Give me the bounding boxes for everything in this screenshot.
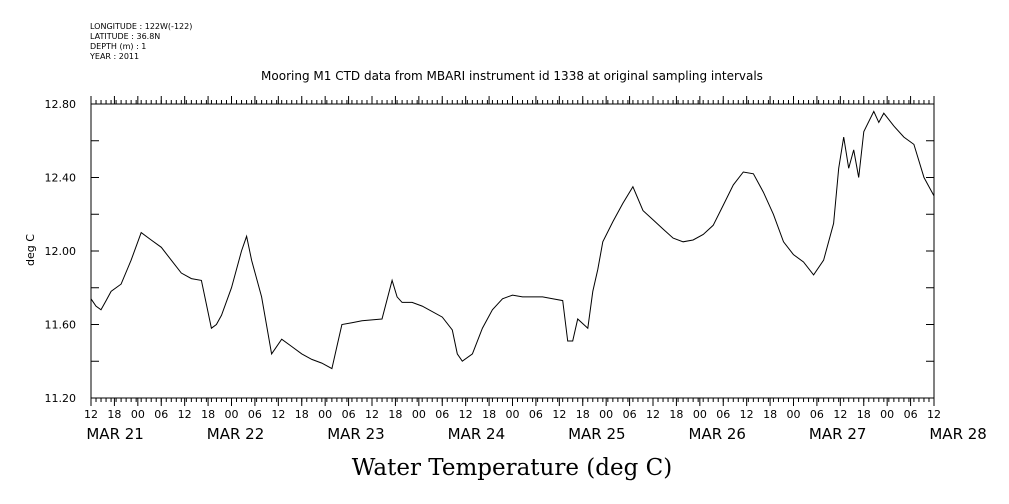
x-day-label: MAR 28 — [929, 425, 986, 443]
x-axis-label: Water Temperature (deg C) — [352, 455, 672, 481]
x-hour-tick-label: 18 — [201, 408, 215, 421]
x-hour-tick-label: 06 — [529, 408, 543, 421]
x-hour-tick-label: 06 — [154, 408, 168, 421]
chart-ticks — [90, 96, 935, 406]
x-hour-tick-label: 12 — [84, 408, 98, 421]
x-hour-tick-label: 06 — [248, 408, 262, 421]
x-hour-tick-label: 06 — [904, 408, 918, 421]
meta-latitude: LATITUDE : 36.8N — [90, 32, 161, 41]
x-hour-tick-label: 12 — [459, 408, 473, 421]
x-hour-tick-label: 12 — [833, 408, 847, 421]
x-hour-tick-label: 18 — [107, 408, 121, 421]
metadata-block: LONGITUDE : 122W(-122) LATITUDE : 36.8N … — [90, 22, 192, 62]
x-day-label: MAR 27 — [809, 425, 866, 443]
x-hour-tick-label: 18 — [669, 408, 683, 421]
meta-depth: DEPTH (m) : 1 — [90, 42, 147, 51]
y-tick-label: 12.40 — [45, 172, 77, 185]
x-hour-tick-label: 00 — [880, 408, 894, 421]
x-hour-tick-label: 06 — [716, 408, 730, 421]
x-hour-tick-label: 12 — [365, 408, 379, 421]
x-hour-tick-label: 12 — [178, 408, 192, 421]
y-tick-label: 11.60 — [45, 319, 77, 332]
x-hour-tick-label: 12 — [271, 408, 285, 421]
x-day-label: MAR 24 — [448, 425, 505, 443]
x-hour-tick-label: 12 — [552, 408, 566, 421]
x-hour-tick-label: 00 — [225, 408, 239, 421]
y-axis-label: deg C — [24, 234, 37, 266]
x-hour-tick-label: 00 — [693, 408, 707, 421]
plot-frame — [90, 103, 935, 399]
chart-title: Mooring M1 CTD data from MBARI instrumen… — [261, 69, 763, 83]
x-hour-tick-label: 00 — [412, 408, 426, 421]
x-hour-tick-label: 18 — [388, 408, 402, 421]
y-tick-label: 11.20 — [45, 392, 77, 405]
x-hour-tick-label: 18 — [763, 408, 777, 421]
chart-series — [90, 110, 935, 370]
x-hour-tick-label: 06 — [623, 408, 637, 421]
x-hour-tick-label: 06 — [342, 408, 356, 421]
x-hour-tick-label: 12 — [927, 408, 941, 421]
y-tick-label: 12.80 — [45, 98, 77, 111]
x-hour-tick-label: 12 — [646, 408, 660, 421]
x-day-label: MAR 26 — [689, 425, 746, 443]
meta-longitude: LONGITUDE : 122W(-122) — [90, 22, 193, 31]
y-tick-label: 12.00 — [45, 245, 77, 258]
x-hour-tick-label: 18 — [857, 408, 871, 421]
x-hour-tick-label: 06 — [435, 408, 449, 421]
x-hour-tick-label: 00 — [506, 408, 520, 421]
x-hour-tick-label: 00 — [599, 408, 613, 421]
x-hour-tick-label: 06 — [810, 408, 824, 421]
x-day-label: MAR 25 — [568, 425, 625, 443]
x-day-label: MAR 21 — [86, 425, 143, 443]
x-hour-tick-label: 18 — [482, 408, 496, 421]
series-line — [90, 110, 935, 370]
chart-axes — [90, 103, 935, 399]
meta-year: YEAR : 2011 — [90, 52, 140, 61]
x-day-label: MAR 22 — [207, 425, 264, 443]
x-hour-tick-label: 00 — [318, 408, 332, 421]
x-hour-tick-label: 12 — [740, 408, 754, 421]
x-day-label: MAR 23 — [327, 425, 384, 443]
x-hour-tick-label: 18 — [295, 408, 309, 421]
x-hour-tick-label: 00 — [787, 408, 801, 421]
x-hour-tick-label: 00 — [131, 408, 145, 421]
chart-labels: 12 18 00 06 12 18 00 06 12 18 00 06 12 18 00 06 12 18 00 06… — [45, 98, 987, 443]
x-hour-tick-label: 18 — [576, 408, 590, 421]
